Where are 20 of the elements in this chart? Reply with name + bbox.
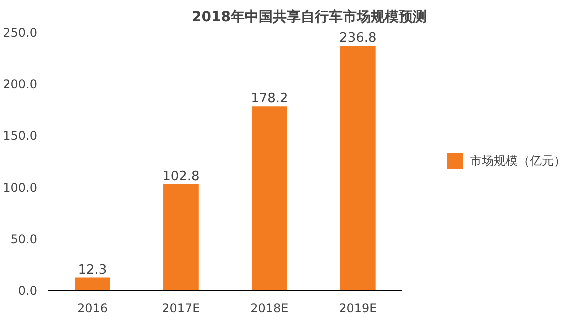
bar xyxy=(252,106,288,290)
x-tick-label: 2018E xyxy=(250,302,289,316)
y-tick-label: 100.0 xyxy=(3,180,38,195)
data-label: 102.8 xyxy=(162,169,200,184)
y-tick-label: 250.0 xyxy=(3,26,38,40)
x-tick-label: 2017E xyxy=(162,302,200,316)
y-tick-label: 0.0 xyxy=(18,284,38,298)
legend-label: 市场规模（亿元） xyxy=(470,152,566,170)
data-label: 178.2 xyxy=(251,92,288,107)
y-tick-label: 200.0 xyxy=(3,78,38,92)
y-tick-label: 150.0 xyxy=(3,129,38,144)
y-tick-label: 50.0 xyxy=(10,232,38,246)
data-label: 236.8 xyxy=(340,31,377,46)
chart-title: 2018年中国共享自行车市场规模预测 xyxy=(192,8,427,26)
x-tick-label: 2016 xyxy=(77,302,108,316)
bar xyxy=(164,184,199,290)
bar xyxy=(340,46,376,290)
data-label: 12.3 xyxy=(78,262,108,278)
x-tick-label: 2019E xyxy=(339,302,378,316)
bar xyxy=(75,278,110,290)
